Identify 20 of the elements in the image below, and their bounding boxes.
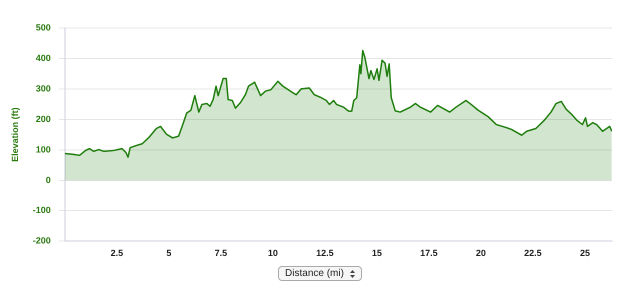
x-tick-label: 15	[372, 248, 382, 258]
y-tick-label: -100	[32, 205, 51, 216]
x-tick-label: 7.5	[214, 248, 228, 258]
x-tick-label: 2.5	[110, 248, 124, 258]
x-tick-label: 25	[580, 248, 590, 258]
y-tick-label: 400	[36, 52, 51, 63]
x-tick-label: 20	[476, 248, 486, 258]
x-tick-label: 22.5	[524, 248, 542, 258]
y-tick-label: -200	[32, 236, 51, 246]
x-tick-label: 12.5	[316, 248, 334, 258]
x-axis-title: Distance (mi)	[285, 268, 344, 279]
x-tick-label: 10	[268, 248, 278, 258]
y-tick-label: 0	[46, 174, 51, 185]
x-tick-label: 17.5	[420, 248, 438, 258]
y-tick-label: 200	[36, 114, 51, 124]
x-tick-label: 5	[166, 248, 172, 258]
y-axis-title: Elevation (ft)	[10, 107, 20, 162]
y-tick-label: 100	[36, 144, 51, 154]
y-tick-label: 300	[36, 83, 51, 94]
y-tick-label: 500	[36, 22, 51, 32]
